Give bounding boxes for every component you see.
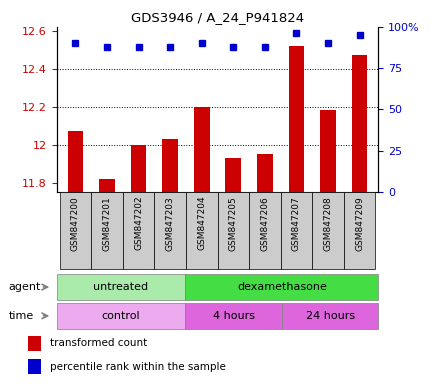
- Bar: [280, 192, 312, 269]
- Text: GSM847203: GSM847203: [165, 196, 174, 251]
- Bar: [28, 359, 41, 374]
- Bar: [249, 192, 280, 269]
- Bar: [56, 274, 185, 300]
- Bar: [256, 154, 272, 192]
- Text: percentile rank within the sample: percentile rank within the sample: [50, 362, 225, 372]
- Text: GSM847207: GSM847207: [291, 196, 300, 251]
- Text: GSM847205: GSM847205: [228, 196, 237, 251]
- Text: GSM847209: GSM847209: [354, 196, 363, 251]
- Text: time: time: [9, 311, 34, 321]
- Text: untreated: untreated: [93, 282, 148, 292]
- Bar: [185, 303, 281, 329]
- Bar: [351, 55, 367, 192]
- Bar: [162, 139, 178, 192]
- Bar: [281, 303, 378, 329]
- Bar: [225, 158, 240, 192]
- Bar: [185, 192, 217, 269]
- Bar: [288, 46, 304, 192]
- Bar: [130, 144, 146, 192]
- Bar: [154, 192, 185, 269]
- Text: 4 hours: 4 hours: [212, 311, 254, 321]
- Bar: [122, 192, 154, 269]
- Text: GSM847206: GSM847206: [260, 196, 269, 251]
- Text: GSM847208: GSM847208: [323, 196, 332, 251]
- Text: control: control: [102, 311, 140, 321]
- Title: GDS3946 / A_24_P941824: GDS3946 / A_24_P941824: [131, 11, 303, 24]
- Bar: [56, 303, 185, 329]
- Bar: [312, 192, 343, 269]
- Bar: [194, 107, 209, 192]
- Bar: [217, 192, 249, 269]
- Text: GSM847202: GSM847202: [134, 196, 143, 250]
- Bar: [91, 192, 122, 269]
- Bar: [319, 110, 335, 192]
- Bar: [59, 192, 91, 269]
- Text: dexamethasone: dexamethasone: [237, 282, 326, 292]
- Bar: [343, 192, 375, 269]
- Bar: [28, 336, 41, 351]
- Text: GSM847204: GSM847204: [197, 196, 206, 250]
- Text: agent: agent: [9, 282, 41, 292]
- Text: GSM847201: GSM847201: [102, 196, 111, 251]
- Bar: [185, 274, 378, 300]
- Text: GSM847200: GSM847200: [71, 196, 80, 251]
- Bar: [67, 131, 83, 192]
- Text: 24 hours: 24 hours: [305, 311, 354, 321]
- Bar: [99, 179, 115, 192]
- Text: transformed count: transformed count: [50, 338, 147, 348]
